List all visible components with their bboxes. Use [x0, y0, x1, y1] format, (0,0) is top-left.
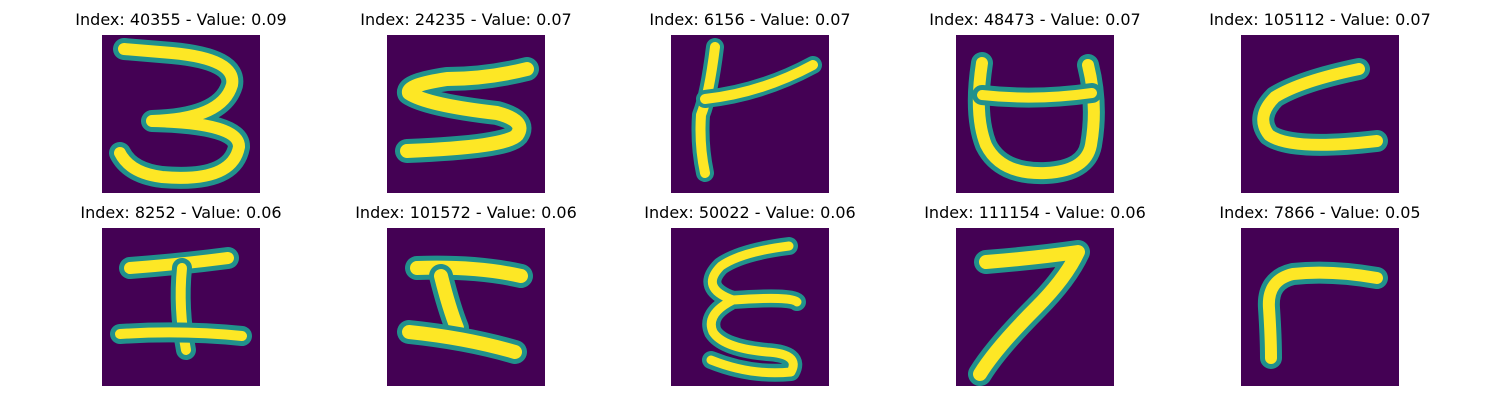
glyph-i-icon [102, 228, 260, 386]
panel-title: Index: 101572 - Value: 0.06 [355, 203, 577, 222]
glyph-z-icon [387, 228, 545, 386]
panel-2: Index: 24235 - Value: 0.07 [360, 10, 572, 193]
panel-title: Index: 48473 - Value: 0.07 [929, 10, 1141, 29]
digit-3-icon [102, 35, 260, 193]
panel-title: Index: 6156 - Value: 0.07 [649, 10, 851, 29]
panel-5: Index: 105112 - Value: 0.07 [1209, 10, 1431, 193]
panel-1: Index: 40355 - Value: 0.09 [75, 10, 287, 193]
panel-4: Index: 48473 - Value: 0.07 [929, 10, 1141, 193]
glyph-s-icon [387, 35, 545, 193]
glyph-gamma-icon [1241, 228, 1399, 386]
panel-title: Index: 40355 - Value: 0.09 [75, 10, 287, 29]
panel-title: Index: 111154 - Value: 0.06 [924, 203, 1146, 222]
panel-8: Index: 50022 - Value: 0.06 [644, 203, 856, 386]
panel-9: Index: 111154 - Value: 0.06 [924, 203, 1146, 386]
panel-title: Index: 105112 - Value: 0.07 [1209, 10, 1431, 29]
panel-title: Index: 24235 - Value: 0.07 [360, 10, 572, 29]
glyph-xi-icon [671, 228, 829, 386]
panel-6: Index: 8252 - Value: 0.06 [80, 203, 282, 386]
glyph-cup-icon [956, 35, 1114, 193]
panel-7: Index: 101572 - Value: 0.06 [355, 203, 577, 386]
glyph-cross-icon [671, 35, 829, 193]
panel-title: Index: 8252 - Value: 0.06 [80, 203, 282, 222]
panel-3: Index: 6156 - Value: 0.07 [649, 10, 851, 193]
panel-title: Index: 50022 - Value: 0.06 [644, 203, 856, 222]
digit-7-icon [956, 228, 1114, 386]
panel-10: Index: 7866 - Value: 0.05 [1219, 203, 1421, 386]
glyph-c-icon [1241, 35, 1399, 193]
panel-title: Index: 7866 - Value: 0.05 [1219, 203, 1421, 222]
